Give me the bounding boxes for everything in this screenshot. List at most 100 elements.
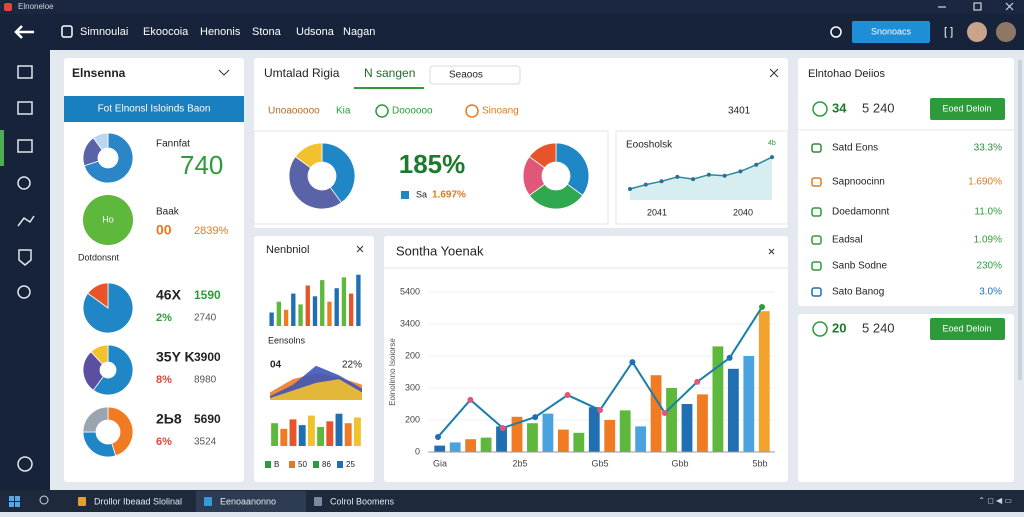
taskbar-search[interactable] — [39, 495, 49, 505]
collapse[interactable] — [218, 69, 230, 76]
back-button[interactable] — [14, 25, 34, 39]
task-item[interactable]: Eenoaanonno — [220, 496, 276, 506]
action-button[interactable] — [930, 98, 1005, 120]
bar — [326, 421, 334, 446]
summary-icon — [812, 321, 828, 337]
bar — [269, 312, 274, 326]
area — [270, 379, 362, 400]
point — [628, 187, 632, 191]
y-tick-label: 300 — [405, 382, 420, 392]
bar — [743, 356, 755, 452]
donut-segment — [82, 282, 134, 334]
point — [770, 155, 774, 160]
close[interactable] — [356, 245, 364, 253]
button-label[interactable]: Eoed Deloin — [942, 323, 991, 333]
legend-item: Doooooo — [392, 106, 433, 117]
point — [694, 378, 701, 385]
bar — [353, 417, 361, 446]
bar — [341, 277, 347, 326]
task-item[interactable]: Drollor Ibeaad Slolinal — [94, 496, 182, 506]
row-name: Sanb Sodne — [832, 261, 887, 272]
card-value: 35Y K — [156, 349, 195, 365]
card-change: 2% — [156, 312, 172, 324]
nav-item[interactable]: Simnoulai — [80, 26, 128, 38]
app-icon — [4, 3, 12, 11]
row-value: 33.3% — [974, 143, 1002, 154]
point — [629, 359, 636, 366]
left-panel — [64, 58, 244, 482]
row-value: 3.0% — [979, 287, 1002, 298]
card-stat: 5690 — [194, 412, 221, 426]
avatar[interactable] — [967, 22, 987, 42]
tab-underline — [354, 87, 424, 89]
row-value: 1.09% — [974, 235, 1002, 246]
bar — [312, 296, 318, 326]
legend-swatch — [265, 461, 271, 468]
row-value: 230% — [976, 261, 1002, 272]
donut-segment — [87, 282, 109, 309]
nav-item[interactable]: Stona — [252, 26, 282, 38]
donut-segment — [82, 351, 104, 391]
sub-label: Sa — [416, 189, 427, 199]
donut-segment — [294, 142, 323, 169]
point — [532, 414, 539, 421]
close[interactable] — [769, 68, 779, 78]
tab[interactable]: Umtalad Rigia — [264, 66, 340, 80]
bar — [289, 419, 297, 446]
point — [726, 354, 733, 361]
bar — [697, 394, 708, 452]
search-box[interactable] — [429, 65, 521, 85]
row-value: 11.0% — [974, 207, 1002, 218]
row-icon — [811, 261, 822, 271]
x-label: 2041 — [647, 207, 667, 217]
close[interactable] — [768, 248, 775, 255]
button-label[interactable]: Eoed Deloin — [942, 103, 991, 113]
change: 22% — [342, 360, 362, 371]
count: 3401 — [728, 106, 751, 117]
donut-segment — [528, 142, 557, 169]
row-icon — [811, 143, 822, 153]
row-icon — [811, 207, 822, 217]
bar — [335, 413, 343, 446]
card-label: Baak — [156, 207, 180, 218]
window-controls — [938, 2, 1014, 11]
bar — [334, 288, 339, 326]
donut-segment — [82, 406, 109, 433]
search-text[interactable]: Seaoos — [449, 70, 483, 81]
section-title: Dotdonsnt — [78, 252, 120, 262]
donut-segment — [92, 132, 109, 151]
nav-item[interactable]: Udsona — [296, 26, 335, 38]
nav-item[interactable]: Ekoocoia — [143, 26, 189, 38]
task-item[interactable]: Colrol Boomens — [330, 496, 395, 506]
start-button[interactable] — [9, 496, 20, 507]
nav-circle[interactable] — [830, 26, 842, 38]
nav-item[interactable]: Henonis — [200, 26, 241, 38]
y-tick-label: 5400 — [400, 286, 420, 296]
avatar[interactable] — [996, 22, 1016, 42]
bar — [619, 410, 631, 452]
action-button[interactable] — [930, 318, 1005, 340]
legend-swatch — [313, 461, 319, 468]
legend-item: B — [274, 460, 279, 469]
nav-button[interactable] — [852, 21, 930, 43]
summary-count: 34 — [832, 100, 847, 115]
point — [706, 172, 711, 177]
panel-title: Elnsenna — [72, 66, 126, 80]
tab[interactable]: N sangen — [364, 66, 415, 80]
tag: 4b — [768, 140, 776, 147]
bar — [604, 420, 616, 452]
row-icon — [811, 287, 822, 297]
bar — [681, 404, 693, 452]
legend-icon — [465, 104, 479, 118]
bar — [434, 445, 446, 452]
bar — [449, 442, 461, 452]
sidebar-icons[interactable] — [17, 65, 35, 472]
legend-item: 86 — [322, 460, 331, 469]
summary-value: 5 240 — [862, 100, 895, 115]
nav-item[interactable]: Nagan — [343, 26, 375, 38]
bar — [298, 425, 306, 446]
donut-segment — [90, 344, 109, 365]
x-tick-label: 5bb — [752, 458, 767, 468]
card-value: 740 — [180, 150, 223, 180]
bar — [712, 346, 724, 452]
